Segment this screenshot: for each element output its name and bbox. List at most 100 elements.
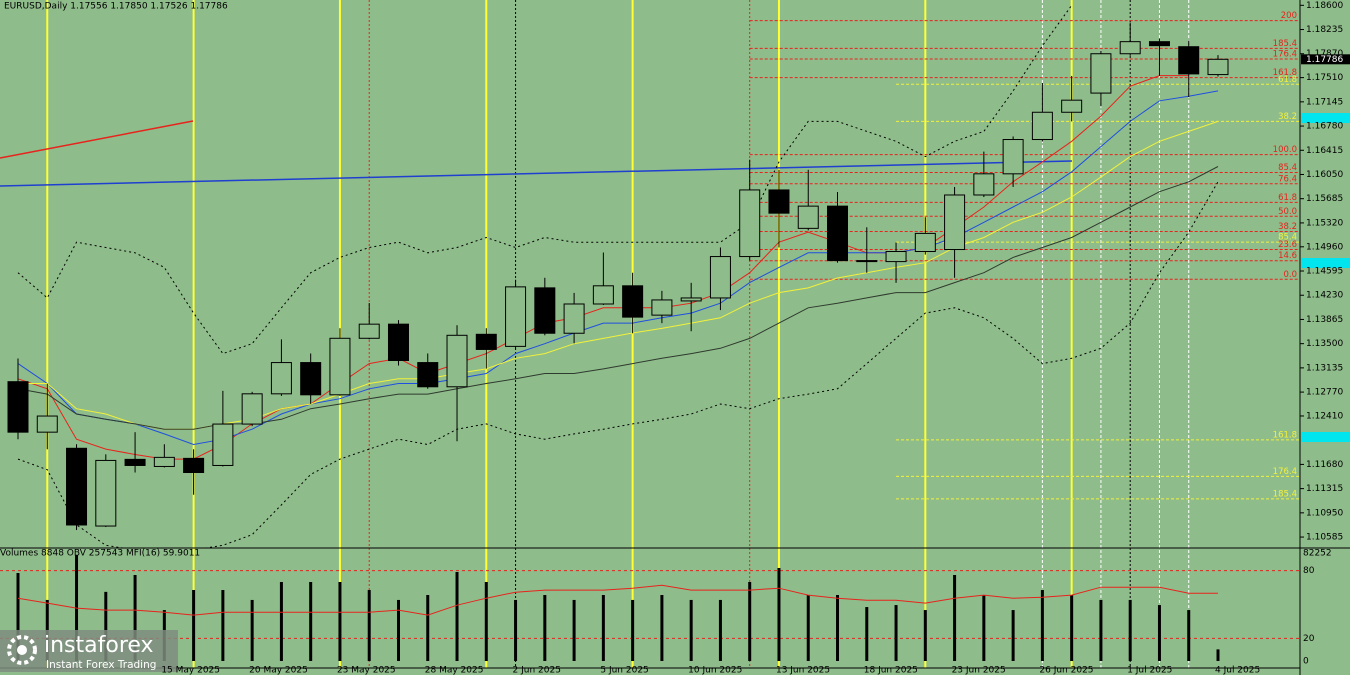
indicator-line	[17, 181, 1219, 548]
y-tick-label: 1.14960	[1306, 242, 1343, 252]
x-tick-label: 28 May 2025	[425, 666, 484, 675]
logo-icon	[7, 635, 37, 665]
fibo-label: 61.8	[1278, 75, 1297, 85]
logo-box	[0, 630, 178, 672]
y-tick-label: 1.12770	[1306, 388, 1343, 398]
candle-body	[856, 260, 878, 263]
candle-body	[300, 362, 322, 396]
y-tick-label: 1.10950	[1306, 508, 1343, 518]
x-tick-label: 23 May 2025	[337, 666, 396, 675]
candle-body	[1061, 99, 1083, 113]
y-tick-label: 1.14230	[1306, 291, 1343, 301]
fibo-label: 38.2	[1278, 222, 1297, 232]
logo-icon	[17, 645, 27, 655]
fibo-label: 161.8	[1273, 68, 1297, 78]
candle-body	[1207, 58, 1229, 76]
y-tick-label: 1.14595	[1306, 267, 1343, 277]
y-tick-label: 1.15320	[1306, 218, 1343, 228]
y-tick-label: 1.13865	[1306, 315, 1343, 325]
candle-body	[827, 205, 849, 262]
candle-body	[417, 362, 439, 388]
y-tick-label: 1.13500	[1306, 339, 1343, 349]
fibo-label: 38.2	[1278, 112, 1297, 122]
trendline	[0, 160, 1073, 187]
candle-body	[358, 323, 380, 339]
fibo-label: 200	[1281, 11, 1297, 21]
logo-name: instaforex	[44, 633, 154, 658]
mfi-line	[17, 584, 1219, 616]
fibo-label: 23.6	[1278, 240, 1297, 250]
candle-body	[1148, 41, 1170, 47]
candle-body	[475, 333, 497, 350]
y-tick-label: 1.13135	[1306, 363, 1343, 373]
candle-body	[95, 459, 117, 527]
logo: instaforex Instant Forex Trading	[0, 630, 178, 672]
candle-body	[124, 458, 146, 466]
candle-body	[241, 393, 263, 425]
x-tick-label: 26 Jun 2025	[1039, 666, 1093, 675]
candle-body	[1119, 41, 1141, 55]
y-tick-label: 1.11680	[1306, 460, 1343, 470]
candle-body	[270, 362, 292, 395]
fibo-label: 161.8	[1273, 430, 1297, 440]
x-tick-label: 23 Jun 2025	[952, 666, 1006, 675]
y-tick-label: 1.17870	[1306, 49, 1343, 59]
fibo-label: 50.0	[1278, 207, 1297, 217]
y-tick-label: 1.11315	[1306, 484, 1343, 494]
y-tick-label: 1.15685	[1306, 194, 1343, 204]
x-tick-label: 15 May 2025	[161, 666, 220, 675]
y-tick-label: 1.18600	[1306, 1, 1343, 11]
fibo-label: 176.4	[1273, 467, 1297, 477]
candle-body	[563, 303, 585, 334]
candle-body	[944, 194, 966, 251]
candle-body	[66, 447, 88, 526]
fibo-label: 85.4	[1278, 163, 1297, 173]
y-tick-label: 1.16050	[1306, 170, 1343, 180]
period-lines	[46, 0, 1190, 668]
y-tick-label: 1.10585	[1306, 533, 1343, 543]
x-tick-label: 5 Jun 2025	[600, 666, 648, 675]
x-tick-label: 18 Jun 2025	[864, 666, 918, 675]
candle-body	[973, 173, 995, 196]
price-marker	[1301, 432, 1350, 442]
candle-body	[914, 232, 936, 253]
y-tick-label: 80	[1303, 566, 1315, 576]
fibo-label: 185.4	[1273, 39, 1297, 49]
candle-body	[1002, 139, 1024, 175]
x-tick-label: 13 Jun 2025	[776, 666, 830, 675]
x-tick-label: 4 Jul 2025	[1215, 666, 1260, 675]
candle-body	[7, 381, 29, 433]
candle-body	[1178, 46, 1200, 75]
candle-body	[534, 287, 556, 334]
y-tick-label: 1.18235	[1306, 25, 1343, 35]
y-tick-label: 20	[1303, 634, 1315, 644]
price-marker	[1301, 258, 1350, 268]
candle-body	[36, 415, 58, 433]
candle-body	[885, 251, 907, 263]
y-tick-label: 1.17145	[1306, 97, 1343, 107]
fibo-label: 176.4	[1273, 50, 1297, 60]
y-tick-label: 1.16780	[1306, 122, 1343, 132]
candle-body	[622, 285, 644, 318]
x-tick-label: 20 May 2025	[249, 666, 308, 675]
fibo-label: 61.8	[1278, 193, 1297, 203]
y-tick-label: 82252	[1303, 549, 1332, 559]
candle-body	[797, 205, 819, 229]
price-marker	[1301, 113, 1350, 123]
logo-tagline: Instant Forex Trading	[46, 659, 156, 671]
chart-header: EURUSD,Daily 1.17556 1.17850 1.17526 1.1…	[4, 2, 228, 12]
candle-body	[739, 189, 761, 258]
last-price-box	[1301, 54, 1350, 65]
price-pane	[7, 5, 1300, 548]
candle-body	[709, 256, 731, 299]
x-tick-label: 2 Jun 2025	[513, 666, 561, 675]
price-axis: 1.18600 1.18235 1.17870 1.17510 1.17145 1.167…	[1300, 1, 1350, 543]
candle-body	[592, 285, 614, 305]
candle-body	[651, 299, 673, 316]
candle-body	[329, 337, 351, 396]
fibo-label: 76.4	[1278, 174, 1297, 184]
candle-body	[153, 456, 175, 467]
